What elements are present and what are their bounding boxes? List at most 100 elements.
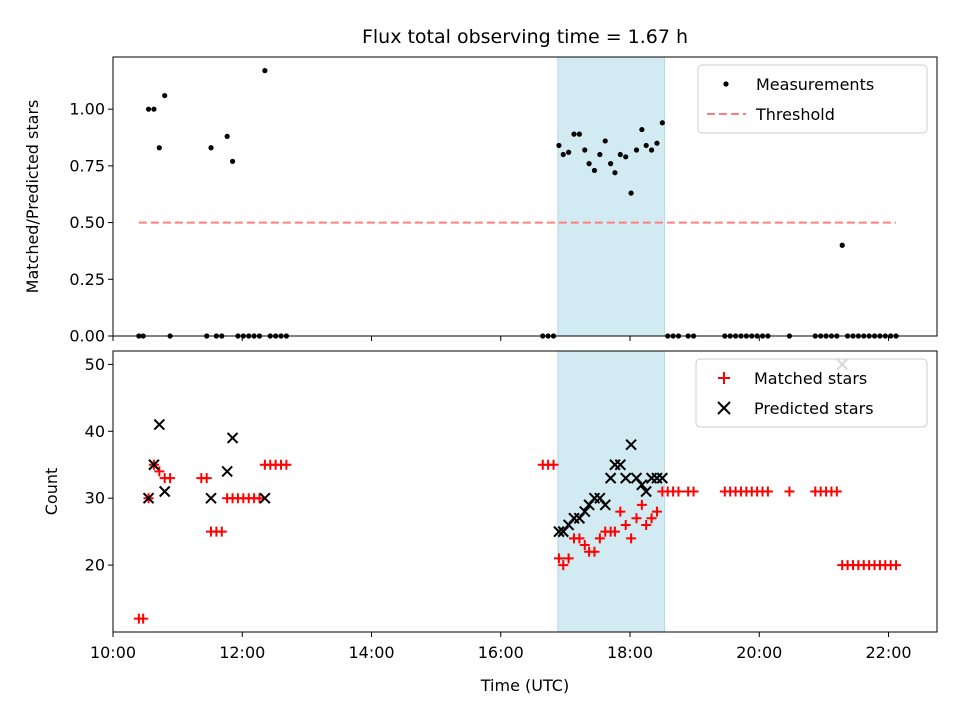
matched-star-point [553,553,564,564]
predicted-star-point [620,472,632,484]
observing-window-shade [557,56,665,337]
measurement-point [602,138,608,144]
matched-star-point [631,513,642,524]
y-tick-label: 50 [85,355,105,374]
matched-star-point [626,533,637,544]
measurement-point [659,120,665,126]
measurement-point [639,126,645,133]
measurement-point [145,106,152,112]
x-tick-label: 14:00 [348,643,394,662]
measurement-point [582,147,588,153]
y-tick-label: 0.75 [69,156,105,175]
measurement-point [591,167,598,174]
matched-star-point [646,513,657,524]
measurement-point [229,158,236,164]
measurement-point [617,151,623,158]
measurement-point [648,147,655,153]
predicted-star-point [153,418,166,431]
matched-star-point [784,486,795,497]
legend: Measurements Threshold [697,64,928,134]
measurement-point [162,92,168,99]
legend-entry-label: Measurements [756,75,874,94]
matched-star-point [589,546,600,557]
matched-star-point [891,560,902,571]
legend-entry-label: Predicted stars [754,399,874,418]
x-tick-label: 16:00 [478,643,524,662]
matched-star-point [609,526,620,537]
measurement-point [643,142,649,149]
y-axis-label: Count [42,468,61,516]
measurement-point [566,149,572,155]
predicted-star-point [640,485,652,498]
predicted-star-point [614,459,627,471]
matched-star-point [574,533,585,544]
measurement-point [597,151,603,158]
y-tick-label: 20 [85,556,105,575]
measurement-point [556,142,562,149]
legend: Matched stars Predicted stars [695,358,928,428]
predicted-star-point [636,479,648,491]
legend-predicted-swatch [717,401,731,415]
measurement-point [224,133,230,139]
predicted-star-point [158,485,171,498]
measurement-point [262,68,268,74]
predicted-star-point [226,432,239,444]
matched-star-point [138,613,149,624]
legend-matched-swatch [718,372,730,384]
matched-star-point [558,560,569,571]
predicted-star-point [579,505,591,518]
top-panel: 0.00 0.25 0.50 0.75 1.00 Matched/Predicted st… [23,56,938,346]
x-tick-label: 20:00 [736,643,782,662]
legend-entry-label: Threshold [755,105,835,124]
matched-star-point [594,533,605,544]
legend-entry-label: Matched stars [754,369,867,388]
matched-star-point [216,526,227,537]
predicted-star-point [205,492,217,504]
matched-star-point [563,553,574,564]
y-tick-label: 0.50 [69,213,105,232]
measurement-point [560,151,566,158]
x-tick-label: 10:00 [90,643,136,662]
matched-star-point [636,499,647,510]
measurement-point [576,131,582,137]
measurement-point [623,154,629,160]
predicted-star-point [604,472,617,484]
axes-frame [112,350,938,633]
measurement-point [608,161,614,167]
matched-star-point [762,486,773,497]
matched-star-point [579,540,590,551]
measurement-point [208,145,214,151]
legend-measurement-swatch [723,81,729,87]
measurement-point [571,131,577,137]
measurement-point [151,106,157,112]
matched-star-point [281,459,292,470]
matched-star-point [165,473,176,484]
measurement-point [612,170,618,176]
predicted-star-point [599,499,611,511]
x-tick-label: 18:00 [607,643,653,662]
measurement-point [633,147,640,153]
measurement-point [839,242,845,248]
predicted-star-point [142,492,155,504]
matched-star-point [673,486,684,497]
y-axis-label: Matched/Predicted stars [23,100,42,294]
legend-box [697,64,928,134]
bottom-panel: 20 30 40 50 10:00 12:00 14:00 16:00 18:00 20:00 22… [42,350,938,695]
predicted-star-point [553,525,565,538]
matched-star-point [831,486,842,497]
predicted-star-point [148,459,160,471]
y-tick-label: 30 [85,489,105,508]
x-tick-label: 22:00 [865,643,911,662]
measurement-point [654,140,660,146]
matched-star-point [620,519,631,530]
axes-frame [112,56,938,337]
predicted-star-point [656,472,669,484]
matched-star-point [651,506,662,517]
y-tick-label: 40 [85,422,105,441]
observing-window-shade [557,350,665,633]
top-chart-title: Flux total observing time = 1.67 h [362,26,688,48]
x-tick-label: 12:00 [219,643,265,662]
matched-star-point [641,519,652,530]
matched-star-point [254,493,265,504]
